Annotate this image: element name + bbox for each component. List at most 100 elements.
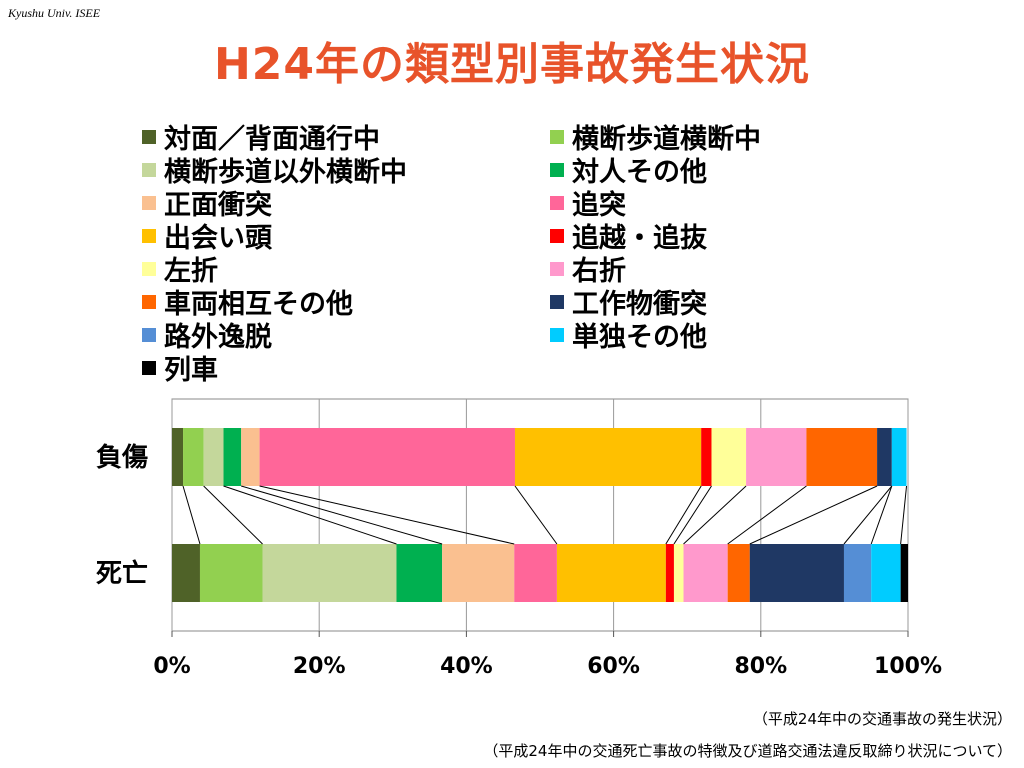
bar-segment xyxy=(871,544,901,602)
series-connector-line xyxy=(870,485,893,545)
x-tick-label: 20% xyxy=(293,654,346,679)
legend-swatch xyxy=(550,228,564,243)
legend-label: 正面衝突 xyxy=(164,190,272,221)
legend-item: 路外逸脱 xyxy=(142,318,272,353)
series-connector-line xyxy=(749,485,878,545)
bar-segment xyxy=(673,544,684,602)
legend-item: 左折 xyxy=(142,252,218,287)
legend-item: 車両相互その他 xyxy=(142,285,353,320)
bar-segment xyxy=(259,428,515,486)
legend-swatch xyxy=(550,162,564,177)
legend-swatch xyxy=(550,261,564,276)
bar-segment xyxy=(172,544,200,602)
legend-item: 追越・追抜 xyxy=(550,219,707,254)
legend-swatch xyxy=(142,360,156,375)
legend-item: 出会い頭 xyxy=(142,219,272,254)
legend-swatch xyxy=(550,129,564,144)
bar-segment xyxy=(514,428,702,486)
legend-swatch xyxy=(142,129,156,144)
series-connector-line xyxy=(203,485,263,545)
legend-label: 単独その他 xyxy=(572,322,707,353)
legend-item: 右折 xyxy=(550,252,626,287)
x-tick-label: 60% xyxy=(587,654,640,679)
legend-item: 列車 xyxy=(142,351,218,386)
bar-segment xyxy=(514,544,557,602)
legend-label: 工作物衝突 xyxy=(572,289,707,320)
legend-label: 出会い頭 xyxy=(164,223,272,254)
bar-segment xyxy=(172,428,184,486)
bar-segment xyxy=(262,544,397,602)
bar-segment xyxy=(203,428,224,486)
x-tick-label: 100% xyxy=(874,654,942,679)
series-connector-line xyxy=(514,485,558,545)
legend-label: 車両相互その他 xyxy=(164,289,353,320)
legend-label: 対人その他 xyxy=(572,157,707,188)
bar-segment xyxy=(223,428,242,486)
bar-segment xyxy=(727,544,750,602)
x-tick-label: 40% xyxy=(440,654,493,679)
bar-segment xyxy=(843,544,872,602)
legend-item: 正面衝突 xyxy=(142,186,272,221)
category-label: 負傷 xyxy=(96,443,148,473)
bar-segment xyxy=(442,544,515,602)
series-connector-line xyxy=(665,485,702,545)
org-label: Kyushu Univ. ISEE xyxy=(8,6,101,20)
legend-item: 単独その他 xyxy=(550,318,707,353)
legend-label: 左折 xyxy=(164,256,218,287)
series-connector-line xyxy=(683,485,747,545)
bar-segment xyxy=(711,428,747,486)
bar-segment xyxy=(241,428,260,486)
source-note-2: （平成24年中の交通死亡事故の特徴及び道路交通法違反取締り状況について） xyxy=(483,742,1012,760)
series-connector-line xyxy=(223,485,397,545)
series-connector-line xyxy=(241,485,443,545)
series-connector-line xyxy=(673,485,712,545)
category-label: 死亡 xyxy=(96,558,148,589)
legend-item: 対人その他 xyxy=(550,153,707,188)
bar-segment xyxy=(556,544,666,602)
legend-label: 横断歩道以外横断中 xyxy=(164,157,407,188)
bar-segment xyxy=(806,428,878,486)
legend-swatch xyxy=(550,327,564,342)
legend-swatch xyxy=(142,162,156,177)
bar-segment xyxy=(199,544,263,602)
bar-segment xyxy=(891,428,907,486)
bar-segment xyxy=(183,428,204,486)
legend-label: 右折 xyxy=(572,256,626,287)
bar-segment xyxy=(683,544,728,602)
legend-item: 横断歩道横断中 xyxy=(550,120,761,155)
series-connector-line xyxy=(727,485,807,545)
bar-segment xyxy=(749,544,844,602)
bar-segment xyxy=(900,544,908,602)
legend-item: 追突 xyxy=(550,186,626,221)
series-connector-line xyxy=(182,485,201,545)
legend-label: 列車 xyxy=(164,355,218,386)
bar-segment xyxy=(665,544,674,602)
legend-swatch xyxy=(142,228,156,243)
legend-swatch xyxy=(142,294,156,309)
legend-swatch xyxy=(142,327,156,342)
legend-item: 横断歩道以外横断中 xyxy=(142,153,407,188)
legend-swatch xyxy=(550,195,564,210)
series-connector-line xyxy=(900,485,908,545)
legend-label: 追突 xyxy=(572,190,626,221)
series-connector-line xyxy=(259,485,515,545)
legend-item: 工作物衝突 xyxy=(550,285,707,320)
source-note-1: （平成24年中の交通事故の発生状況） xyxy=(752,710,1012,728)
legend-swatch xyxy=(142,261,156,276)
legend-label: 対面／背面通行中 xyxy=(164,124,380,155)
bar-segment xyxy=(746,428,807,486)
legend-item: 対面／背面通行中 xyxy=(142,120,380,155)
legend-swatch xyxy=(550,294,564,309)
legend-label: 横断歩道横断中 xyxy=(572,124,761,155)
page-title: H24年の類型別事故発生状況 xyxy=(213,39,811,90)
bar-segment xyxy=(877,428,892,486)
bar-segment xyxy=(396,544,443,602)
legend-swatch xyxy=(142,195,156,210)
legend-label: 路外逸脱 xyxy=(164,322,272,353)
bar-segment xyxy=(701,428,712,486)
x-tick-label: 80% xyxy=(734,654,787,679)
series-connector-line xyxy=(843,485,893,545)
legend-label: 追越・追抜 xyxy=(572,223,707,254)
x-tick-label: 0% xyxy=(153,654,190,679)
